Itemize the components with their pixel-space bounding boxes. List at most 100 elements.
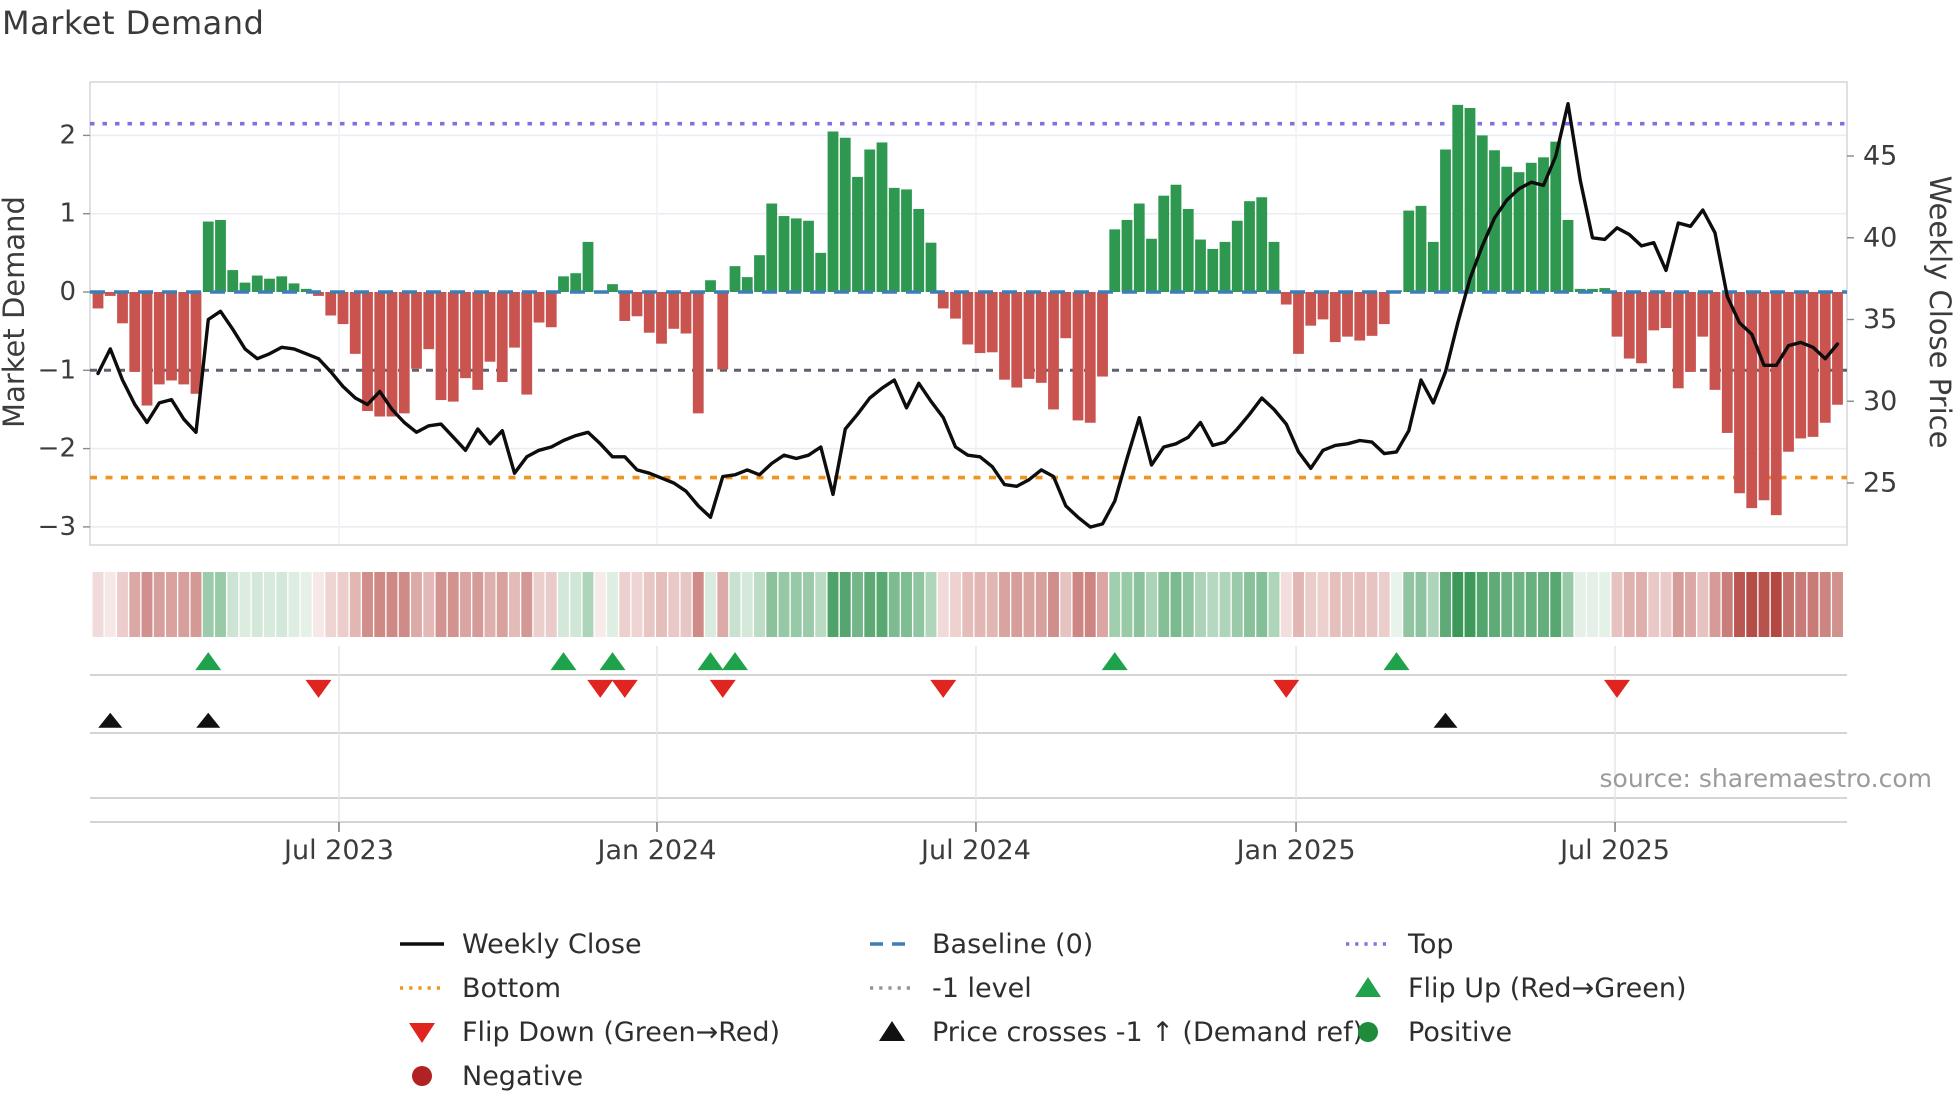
- demand-tick-label: 2: [59, 120, 76, 150]
- demand-bar: [153, 292, 165, 385]
- demand-bar: [1280, 292, 1292, 305]
- heat-cell: [276, 572, 288, 637]
- heat-cell: [153, 572, 165, 637]
- heat-cell: [1599, 572, 1611, 637]
- demand-bar: [1403, 210, 1415, 292]
- right-axis-title: Weekly Close Price: [1923, 176, 1957, 449]
- demand-bar: [398, 292, 410, 414]
- demand-bar: [1636, 292, 1647, 364]
- demand-bar: [864, 149, 876, 292]
- plot-frame: [89, 81, 1848, 546]
- demand-bar: [1513, 172, 1525, 292]
- heat-cell: [1133, 572, 1145, 637]
- heat-cell: [1366, 572, 1378, 637]
- heat-cell: [1783, 572, 1794, 637]
- demand-bar: [1795, 292, 1807, 439]
- demand-bar: [166, 292, 177, 381]
- heat-cell: [705, 572, 716, 637]
- flip-down-marker: [709, 679, 736, 698]
- demand-bar: [1219, 241, 1231, 292]
- heat-cell: [1464, 572, 1476, 637]
- left-axis-title: Market Demand: [0, 196, 31, 428]
- heat-cell: [925, 572, 937, 637]
- heat-cell: [631, 572, 643, 637]
- heat-cell: [239, 572, 251, 637]
- demand-bar: [1562, 219, 1574, 292]
- heat-cell: [166, 572, 177, 637]
- heat-cell: [999, 572, 1010, 637]
- demand-bar: [1121, 219, 1133, 292]
- flip-up-marker: [550, 652, 577, 671]
- heat-cell: [1550, 572, 1562, 637]
- heat-cell: [1293, 572, 1304, 637]
- demand-bar: [215, 219, 226, 292]
- heat-cell: [607, 572, 618, 637]
- price-cross-marker: [98, 712, 123, 728]
- demand-bar: [778, 216, 790, 292]
- axis-labels: 2 1 0 −1 −2 −3 45 40 35 30 25 Market Demand Weekly C…: [0, 120, 1957, 542]
- heat-cell: [1268, 572, 1280, 637]
- demand-bar: [1464, 107, 1476, 293]
- price-tick-label: 45: [1863, 141, 1897, 172]
- heat-cell: [104, 572, 116, 637]
- heat-cell: [619, 572, 631, 637]
- heat-cell: [484, 572, 496, 637]
- demand-bar: [570, 273, 582, 292]
- demand-bar: [1023, 292, 1035, 379]
- heat-cell: [582, 572, 594, 637]
- demand-bar: [276, 276, 288, 292]
- demand-bar: [766, 203, 778, 292]
- heat-cell: [411, 572, 422, 637]
- demand-tick-label: −1: [38, 355, 76, 385]
- demand-bar: [582, 241, 594, 292]
- heat-cell: [803, 572, 814, 637]
- heat-cell: [1525, 572, 1537, 637]
- demand-bar: [754, 255, 765, 292]
- demand-bar: [852, 176, 863, 292]
- demand-bar: [705, 280, 716, 292]
- heat-cell: [1427, 572, 1439, 637]
- price-tick-label: 40: [1863, 222, 1897, 253]
- heat-cell: [790, 572, 802, 637]
- heat-cell: [313, 572, 324, 637]
- demand-bar: [1133, 203, 1145, 292]
- demand-bar: [1293, 292, 1304, 354]
- heat-cell: [680, 572, 692, 637]
- heat-cell: [1207, 572, 1219, 637]
- heat-cell: [1734, 572, 1745, 637]
- heat-cell: [215, 572, 226, 637]
- heat-cell: [1011, 572, 1023, 637]
- demand-bar: [1231, 220, 1243, 292]
- demand-bar: [1427, 241, 1439, 292]
- flip-up-marker: [1383, 652, 1410, 671]
- flip-down-marker: [1273, 679, 1300, 698]
- heat-cell: [178, 572, 190, 637]
- flip-down-marker: [611, 679, 638, 698]
- demand-bar: [1452, 104, 1464, 292]
- heat-cell: [447, 572, 459, 637]
- heat-cell: [300, 572, 312, 637]
- heat-cell: [1378, 572, 1390, 637]
- heat-cell: [1342, 572, 1353, 637]
- heat-cell: [337, 572, 349, 637]
- heat-cell: [509, 572, 520, 637]
- demand-bar: [1317, 292, 1329, 320]
- heat-cell: [937, 572, 949, 637]
- demand-bar: [472, 292, 484, 390]
- heat-cell: [1807, 572, 1819, 637]
- x-tick-label: Jul 2023: [282, 835, 394, 866]
- demand-bar: [1060, 292, 1072, 339]
- demand-bar: [178, 292, 190, 385]
- heat-cell: [1403, 572, 1415, 637]
- demand-bar: [631, 292, 643, 317]
- demand-bar: [1035, 292, 1047, 383]
- heat-cell: [815, 572, 827, 637]
- demand-bar: [1342, 292, 1353, 337]
- demand-bar: [1415, 205, 1427, 292]
- heat-cell: [986, 572, 998, 637]
- demand-bar: [1305, 292, 1317, 326]
- heat-cell: [545, 572, 557, 637]
- demand-bar: [190, 292, 202, 394]
- demand-bar: [558, 276, 569, 292]
- demand-bar: [1525, 162, 1537, 292]
